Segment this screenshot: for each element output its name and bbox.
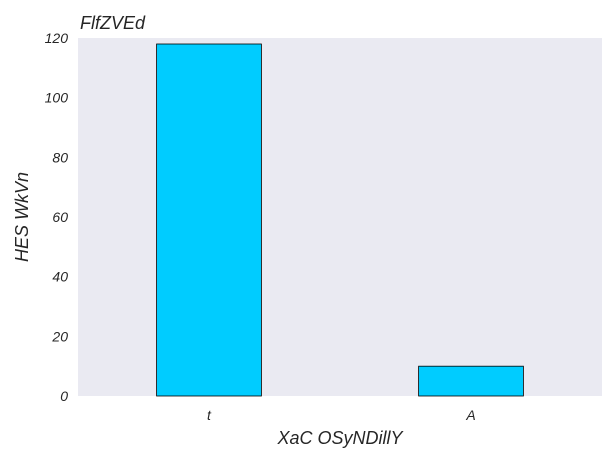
y-tick-label: 120 [45, 30, 69, 46]
bar-A [418, 365, 524, 397]
y-tick-label: 80 [52, 149, 68, 165]
chart-title: FlfZVEd [80, 13, 146, 33]
y-tick-label: 0 [60, 388, 68, 404]
x-tick-label: A [465, 407, 475, 423]
bar-t [156, 43, 262, 397]
x-tick-label: t [207, 407, 212, 423]
y-tick-label: 20 [51, 328, 68, 344]
x-axis-label: XaC OSyNDillY [276, 428, 404, 448]
y-tick-label: 100 [45, 90, 69, 106]
y-axis-label: HES WkVn [12, 172, 32, 262]
y-tick-labels: 0 20 40 60 80 100 120 [45, 30, 69, 404]
bars-layer [156, 43, 524, 397]
y-tick-label: 60 [52, 209, 68, 225]
y-tick-label: 40 [52, 269, 68, 285]
